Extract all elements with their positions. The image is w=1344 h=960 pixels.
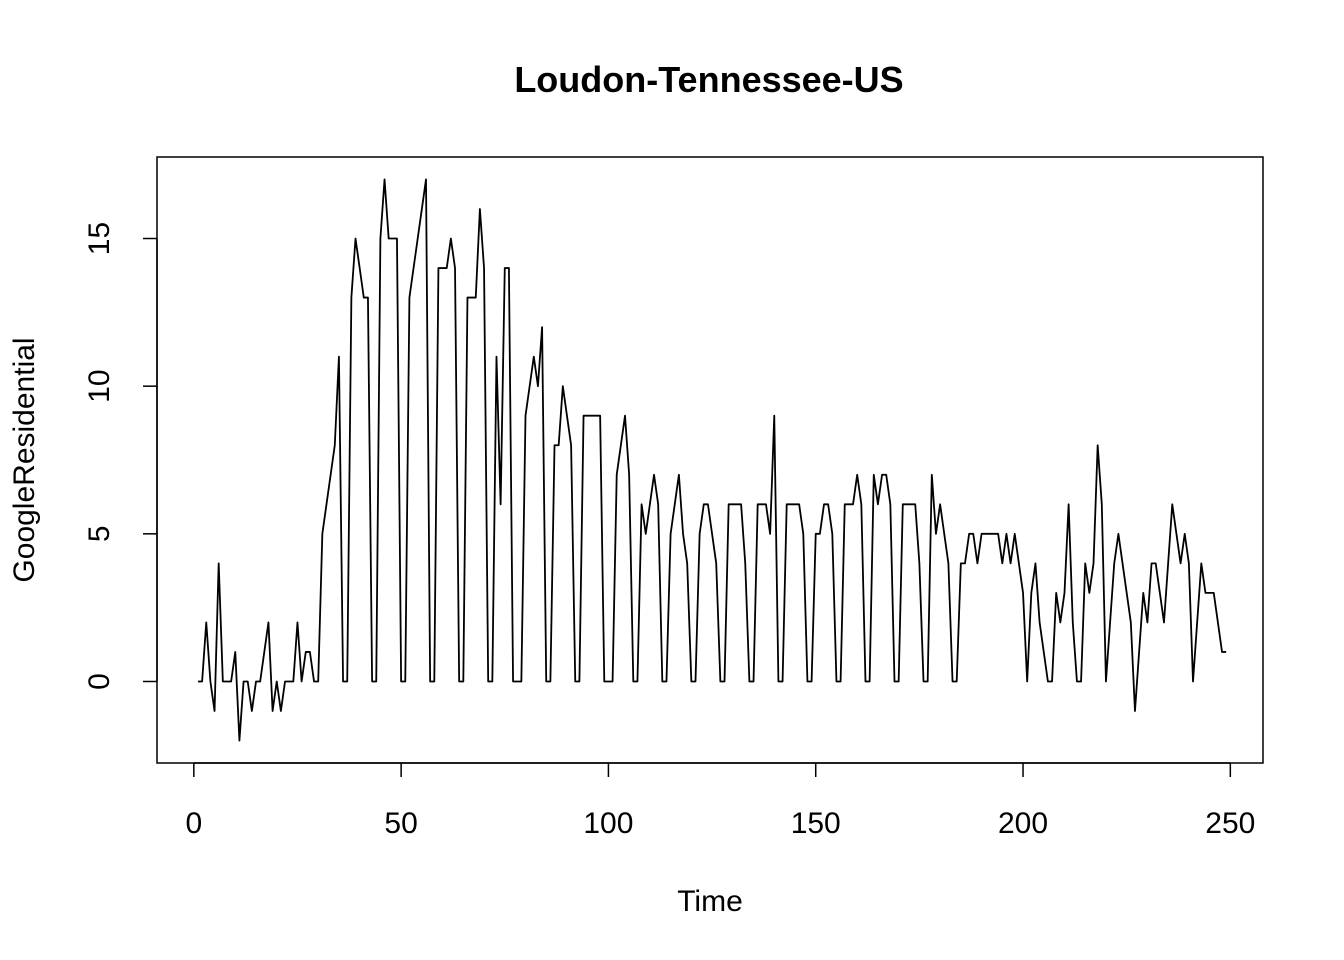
y-axis: 0 5 10 15 bbox=[83, 222, 158, 690]
x-axis-label: Time bbox=[677, 885, 743, 918]
x-tick-label: 200 bbox=[998, 807, 1048, 840]
chart-title: Loudon-Tennessee-US bbox=[514, 59, 903, 100]
x-tick-label: 250 bbox=[1205, 807, 1255, 840]
x-tick-label: 0 bbox=[185, 807, 202, 840]
y-axis-label: GoogleResidential bbox=[8, 337, 41, 582]
y-tick-label: 5 bbox=[83, 525, 116, 542]
y-tick-label: 15 bbox=[83, 222, 116, 255]
x-axis: 0 50 100 150 200 250 bbox=[185, 762, 1255, 840]
x-tick-label: 50 bbox=[384, 807, 417, 840]
x-tick-label: 150 bbox=[791, 807, 841, 840]
series-line bbox=[197, 178, 1227, 742]
x-tick-label: 100 bbox=[583, 807, 633, 840]
y-tick-label: 0 bbox=[83, 673, 116, 690]
y-tick-label: 10 bbox=[83, 369, 116, 402]
